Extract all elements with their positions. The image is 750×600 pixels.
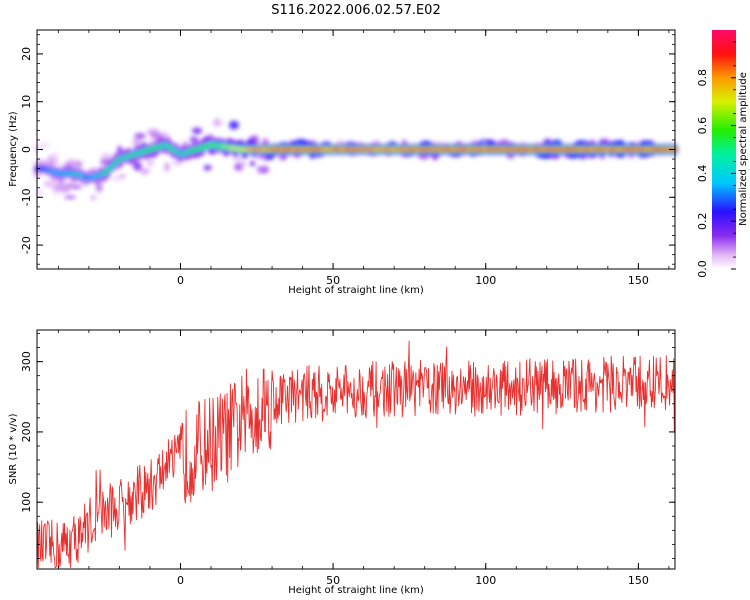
colorbar: 0.0 0.2 0.4 0.6 0.8 Normalized spectral ampl… bbox=[696, 30, 749, 278]
heatmap-noise-blob bbox=[228, 120, 240, 130]
heatmap-noise-blob bbox=[90, 195, 97, 201]
snr-xtick-label: 100 bbox=[475, 574, 496, 587]
heatmap-noise-blob bbox=[256, 166, 264, 170]
snr-xtick-label: 150 bbox=[628, 574, 649, 587]
heatmap-marks bbox=[32, 118, 679, 201]
heatmap-noise-blob bbox=[51, 152, 59, 160]
colorbar-tick-label: 0.0 bbox=[696, 260, 709, 278]
snr-xtick-label: 0 bbox=[177, 574, 184, 587]
heatmap-ridge-core bbox=[113, 160, 120, 164]
heatmap-noise-blob bbox=[55, 181, 67, 191]
colorbar-tick-label: 0.8 bbox=[696, 69, 709, 87]
heatmap-noise-blob bbox=[133, 161, 142, 171]
snr-ytick-label: 100 bbox=[20, 492, 33, 513]
heatmap-blobs bbox=[32, 118, 679, 201]
heatmap-ridge-core bbox=[107, 165, 114, 170]
colorbar-tick-label: 0.4 bbox=[696, 165, 709, 183]
heatmap-ytick-label: -20 bbox=[20, 236, 33, 254]
heatmap-noise-blob bbox=[63, 195, 76, 200]
snr-xlabel: Height of straight line (km) bbox=[288, 585, 424, 596]
heatmap-noise-blob bbox=[36, 189, 43, 195]
heatmap-ytick-label: -10 bbox=[20, 188, 33, 206]
figure-title: S116.2022.006.02.57.E02 bbox=[271, 3, 440, 18]
heatmap-noise-blob bbox=[95, 182, 103, 193]
heatmap-ridge-core bbox=[101, 171, 107, 176]
heatmap-noise-blob bbox=[191, 127, 203, 135]
colorbar-gradient bbox=[712, 30, 736, 269]
heatmap-noise-blob bbox=[261, 138, 269, 147]
heatmap-ridge-core bbox=[110, 162, 117, 167]
heatmap-axes: 0 50 100 150 -20 -10 0 10 20 bbox=[20, 30, 675, 287]
heatmap-noise-blob bbox=[203, 164, 212, 171]
heatmap-noise-blob bbox=[132, 139, 142, 146]
heatmap-noise-blob bbox=[249, 160, 256, 167]
heatmap-ytick-label: 20 bbox=[20, 47, 33, 61]
snr-ylabel: SNR (10 * v/v) bbox=[8, 413, 19, 484]
heatmap-noise-blob bbox=[53, 189, 59, 197]
heatmap-noise-blob bbox=[54, 163, 64, 168]
snr-xtick-label: 50 bbox=[326, 574, 340, 587]
colorbar-tick-label: 0.6 bbox=[696, 117, 709, 135]
heatmap-ridge-core bbox=[104, 168, 111, 173]
snr-panel: 0 50 100 150 100 200 300 Height of straight li… bbox=[8, 329, 676, 596]
heatmap-noise-blob bbox=[146, 158, 155, 167]
heatmap-panel: 0 50 100 150 -20 -10 0 10 20 Height of straight … bbox=[8, 29, 679, 296]
heatmap-noise-blob bbox=[233, 155, 242, 163]
snr-ytick-label: 300 bbox=[20, 351, 33, 372]
colorbar-tick-label: 0.2 bbox=[696, 212, 709, 230]
heatmap-noise-blob bbox=[255, 154, 266, 160]
snr-axes: 0 50 100 150 100 200 300 bbox=[20, 330, 675, 587]
heatmap-noise-blob bbox=[134, 132, 146, 140]
snr-frame bbox=[36, 329, 676, 570]
heatmap-xtick-label: 100 bbox=[475, 274, 496, 287]
heatmap-noise-blob bbox=[150, 133, 164, 139]
heatmap-noise-blob bbox=[100, 152, 113, 159]
heatmap-ytick-label: 10 bbox=[20, 95, 33, 109]
heatmap-xlabel: Height of straight line (km) bbox=[288, 285, 424, 296]
heatmap-noise-blob bbox=[111, 175, 121, 182]
heatmap-xtick-label: 150 bbox=[628, 274, 649, 287]
heatmap-ylabel: Frequency (Hz) bbox=[8, 111, 19, 187]
snr-series-line bbox=[36, 340, 676, 569]
colorbar-label: Normalized spectral amplitude bbox=[738, 72, 749, 226]
colorbar-axes: 0.0 0.2 0.4 0.6 0.8 bbox=[696, 41, 736, 278]
heatmap-noise-blob bbox=[139, 167, 150, 175]
heatmap-noise-blob bbox=[39, 142, 50, 149]
heatmap-noise-blob bbox=[164, 162, 170, 172]
heatmap-noise-blob bbox=[234, 162, 244, 172]
heatmap-noise-blob bbox=[213, 118, 221, 128]
heatmap-noise-blob bbox=[43, 180, 57, 188]
snr-ytick-label: 200 bbox=[20, 421, 33, 442]
heatmap-xtick-label: 0 bbox=[177, 274, 184, 287]
heatmap-noise-blob bbox=[544, 153, 553, 159]
heatmap-ytick-label: 0 bbox=[20, 146, 33, 153]
heatmap-xtick-label: 50 bbox=[326, 274, 340, 287]
heatmap-noise-blob bbox=[66, 159, 78, 164]
heatmap-noise-blob bbox=[119, 173, 126, 180]
